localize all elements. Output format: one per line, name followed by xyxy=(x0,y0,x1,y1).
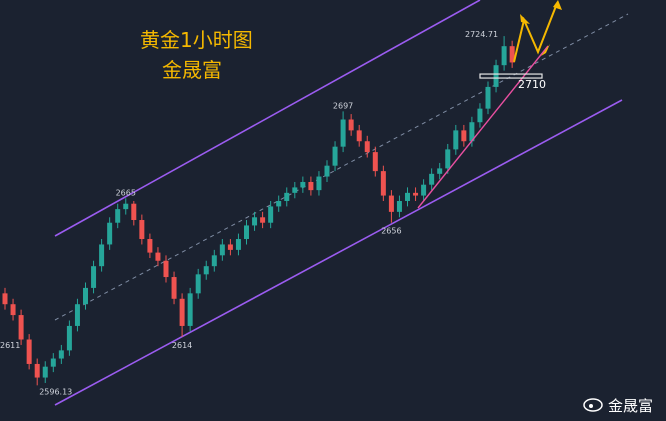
channel-upper xyxy=(54,0,481,237)
candle-body xyxy=(252,217,258,226)
candle-body xyxy=(235,239,241,250)
candle-body xyxy=(469,122,475,142)
candle-body xyxy=(292,187,298,193)
candle-body xyxy=(115,209,121,223)
price-label: 2724.71 xyxy=(465,30,498,39)
price-label: 2614 xyxy=(172,341,192,350)
price-label: 2656 xyxy=(381,227,401,236)
candle-body xyxy=(493,65,499,87)
candle-body xyxy=(107,222,113,245)
candle-body xyxy=(171,277,177,299)
candle-body xyxy=(2,293,8,305)
chart-subtitle: 金晟富 xyxy=(162,58,222,82)
candle-body xyxy=(308,181,314,191)
candle-body xyxy=(324,165,330,177)
candle-body xyxy=(34,363,40,378)
candle-body xyxy=(477,108,483,123)
candle-body xyxy=(509,46,515,63)
candle-body xyxy=(461,130,467,142)
candle-body xyxy=(405,192,410,201)
candle-body xyxy=(58,350,64,359)
candle-body xyxy=(501,46,507,66)
trend-line xyxy=(417,45,549,209)
price-label: 2596.13 xyxy=(39,387,72,396)
forecast-arrow xyxy=(513,5,557,63)
candle-body xyxy=(340,119,346,147)
watermark-logo xyxy=(583,398,603,412)
candle-body xyxy=(260,217,266,223)
price-label: 2665 xyxy=(116,188,136,197)
candle-body xyxy=(364,141,370,153)
candles xyxy=(2,36,515,386)
candle-body xyxy=(437,168,443,174)
candle-body xyxy=(139,220,145,240)
candle-body xyxy=(195,274,201,294)
price-label: 2697 xyxy=(333,101,353,110)
chart-title: 黄金1小时图 xyxy=(140,28,253,52)
candle-body xyxy=(219,244,225,256)
candle-body xyxy=(42,366,48,378)
candle-body xyxy=(50,358,56,367)
candle-body xyxy=(203,266,209,275)
candle-body xyxy=(74,304,80,326)
candle-body xyxy=(421,184,427,196)
candle-body xyxy=(18,315,24,340)
candle-body xyxy=(284,192,290,201)
candle-body xyxy=(244,225,249,240)
candle-body xyxy=(131,203,137,221)
arrow-head xyxy=(553,0,562,10)
price-label: 2710 xyxy=(518,78,546,91)
arrow-head xyxy=(520,14,530,24)
candle-body xyxy=(348,119,354,131)
candle-body xyxy=(91,266,97,288)
candle-body xyxy=(485,86,491,109)
candle-body xyxy=(66,325,72,351)
candle-body xyxy=(99,244,105,267)
candle-body xyxy=(211,255,217,267)
candle-body xyxy=(10,304,16,316)
candle-body xyxy=(179,298,185,326)
watermark: 金晟富 xyxy=(608,397,653,415)
candle-body xyxy=(276,200,282,207)
candle-body xyxy=(372,152,378,172)
support-level xyxy=(479,73,543,79)
candle-body xyxy=(227,244,233,250)
candle-body xyxy=(445,149,451,169)
candle-body xyxy=(268,206,274,223)
candle-body xyxy=(83,287,88,305)
candle-body xyxy=(163,260,169,278)
candle-body xyxy=(26,339,32,364)
candle-body xyxy=(187,293,193,326)
channel-lower xyxy=(54,99,623,406)
candle-body xyxy=(453,130,459,150)
candle-body xyxy=(396,200,402,212)
candle-body xyxy=(356,130,362,142)
candle-body xyxy=(388,195,394,212)
candle-body xyxy=(123,203,129,210)
candle-body xyxy=(147,239,153,253)
candle-body xyxy=(300,181,306,188)
price-label: 2611 xyxy=(0,341,20,350)
arrow-head xyxy=(541,44,550,56)
candle-body xyxy=(155,252,161,261)
candle-body xyxy=(380,171,386,196)
candle-body xyxy=(332,146,338,166)
candle-body xyxy=(413,192,419,196)
candle-body xyxy=(316,176,322,191)
candle-body xyxy=(429,173,435,185)
